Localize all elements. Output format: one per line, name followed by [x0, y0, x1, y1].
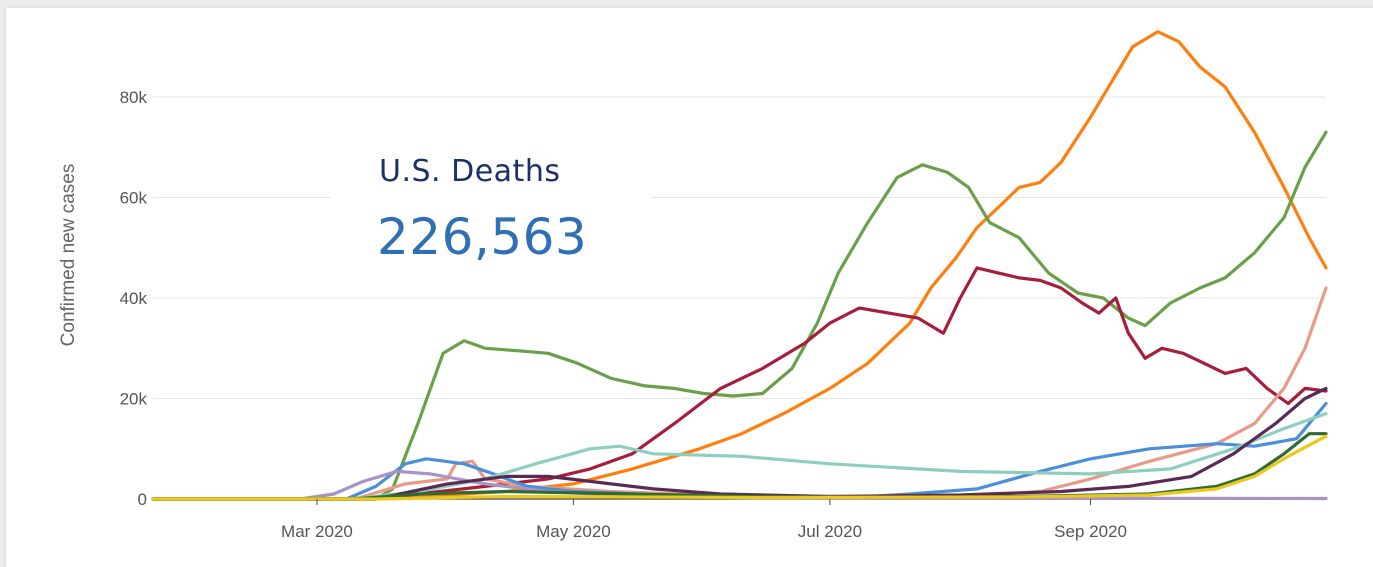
series-line-6 [151, 412, 1328, 501]
series-line-9 [151, 432, 1328, 501]
y-tick-label: 0 [138, 490, 147, 509]
series-line-3 [151, 266, 1328, 501]
series-line-5 [151, 401, 1328, 501]
y-tick-label: 40k [120, 289, 148, 308]
series-line-10 [151, 434, 1328, 501]
grid [153, 96, 1326, 500]
x-axis: Mar 2020 May 2020 Jul 2020 Sep 2020 [281, 499, 1127, 541]
x-tick-label: Mar 2020 [281, 522, 353, 541]
x-tick-label: Sep 2020 [1054, 522, 1127, 541]
series-lines [151, 30, 1328, 501]
series-line-1 [151, 30, 1328, 501]
y-axis-label: Confirmed new cases [58, 164, 79, 347]
stat-value: 226,563 [377, 208, 588, 266]
series-line-8 [151, 386, 1328, 501]
y-axis: 0 20k 40k 60k 80k [120, 88, 148, 509]
y-tick-label: 60k [120, 189, 148, 208]
series-line-2 [151, 130, 1328, 501]
y-tick-label: 80k [120, 88, 148, 107]
y-tick-label: 20k [120, 390, 148, 409]
stat-title: U.S. Deaths [379, 154, 561, 189]
stat-panel: U.S. Deaths 226,563 [331, 144, 651, 284]
chart-card: 0 20k 40k 60k 80k Mar 2020 May 2020 Jul 2020 Se… [6, 8, 1373, 567]
line-chart: 0 20k 40k 60k 80k Mar 2020 May 2020 Jul 2020 Se… [58, 30, 1328, 541]
x-tick-label: May 2020 [536, 522, 611, 541]
x-tick-label: Jul 2020 [798, 522, 862, 541]
